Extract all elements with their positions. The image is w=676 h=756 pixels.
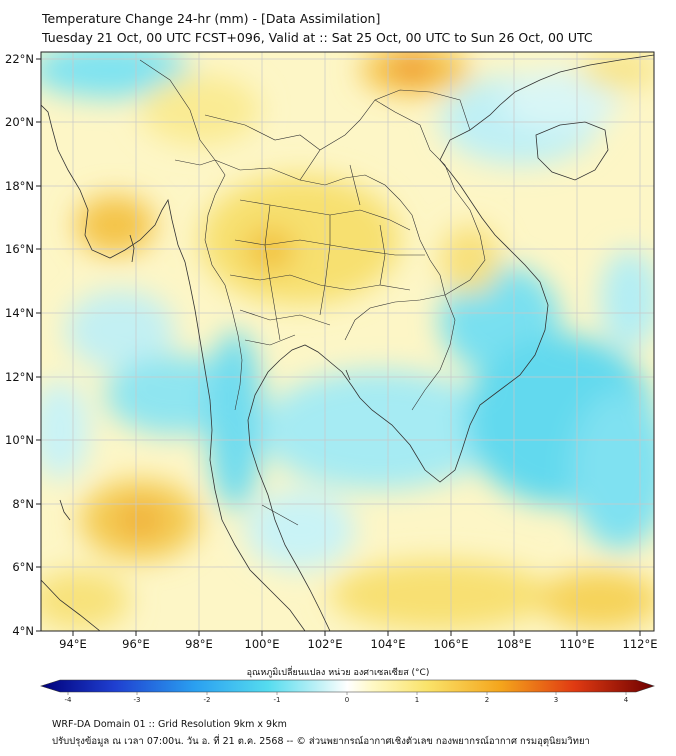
lon-tick-label: 94°E bbox=[59, 637, 87, 651]
colorbar-tick-label: 2 bbox=[485, 696, 489, 704]
map-frame bbox=[40, 51, 655, 632]
colorbar-tick-label: 1 bbox=[415, 696, 419, 704]
lon-tick-label: 100°E bbox=[245, 637, 280, 651]
lat-tick-label: 8°N bbox=[12, 497, 34, 511]
colorbar-tick-label: -2 bbox=[204, 696, 211, 704]
coastlines bbox=[41, 54, 654, 631]
colorbar-tick-label: -1 bbox=[274, 696, 281, 704]
colorbar-tick-label: 3 bbox=[554, 696, 558, 704]
lon-tick-label: 96°E bbox=[122, 637, 150, 651]
lon-tick-label: 98°E bbox=[185, 637, 213, 651]
lat-tick-label: 6°N bbox=[12, 560, 34, 574]
colorbar-gradient bbox=[40, 679, 655, 693]
temperature-field bbox=[41, 52, 654, 631]
latitude-ticks: 22°N 20°N 18°N 16°N 14°N 12°N 10°N 8°N 6… bbox=[5, 52, 41, 638]
lat-tick-label: 20°N bbox=[5, 115, 34, 129]
lon-tick-label: 112°E bbox=[623, 637, 658, 651]
lon-tick-label: 110°E bbox=[560, 637, 595, 651]
colorbar-tick-label: 4 bbox=[624, 696, 629, 704]
lat-tick-label: 22°N bbox=[5, 52, 34, 66]
footer-credit: ปรับปรุงข้อมูล ณ เวลา 07:00น. วัน อ. ที่… bbox=[52, 736, 590, 747]
lon-tick-label: 106°E bbox=[434, 637, 469, 651]
lon-tick-label: 104°E bbox=[371, 637, 406, 651]
map-subtitle: Tuesday 21 Oct, 00 UTC FCST+096, Valid a… bbox=[42, 30, 593, 45]
colorbar-label: อุณหภูมิเปลี่ยนแปลง หน่วย องศาเซลเซียส (… bbox=[246, 668, 430, 678]
colorbar-tick-label: -3 bbox=[134, 696, 141, 704]
longitude-ticks: 94°E 96°E 98°E 100°E 102°E 104°E 106°E 1… bbox=[59, 631, 657, 651]
country-borders bbox=[139, 59, 486, 526]
lon-tick-label: 102°E bbox=[308, 637, 343, 651]
footer-model-info: WRF-DA Domain 01 :: Grid Resolution 9km … bbox=[52, 719, 287, 730]
lat-tick-label: 4°N bbox=[12, 624, 34, 638]
lat-tick-label: 10°N bbox=[5, 433, 34, 447]
lat-tick-label: 12°N bbox=[5, 370, 34, 384]
colorbar: -4 -3 -2 -1 0 1 2 3 4 bbox=[40, 679, 655, 704]
graticule bbox=[41, 52, 654, 631]
map-title: Temperature Change 24-hr (mm) - [Data As… bbox=[42, 11, 381, 26]
colorbar-tick-label: -4 bbox=[65, 696, 73, 704]
lat-tick-label: 18°N bbox=[5, 179, 34, 193]
colorbar-tick-label: 0 bbox=[345, 696, 349, 704]
lon-tick-label: 108°E bbox=[497, 637, 532, 651]
lat-tick-label: 16°N bbox=[5, 242, 34, 256]
lat-tick-label: 14°N bbox=[5, 306, 34, 320]
